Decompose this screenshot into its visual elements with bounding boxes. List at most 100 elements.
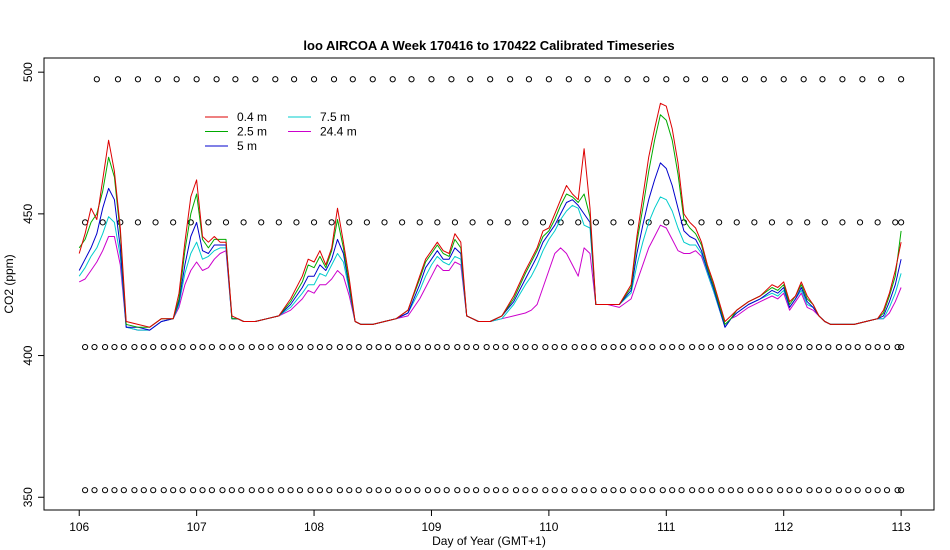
marker-point bbox=[669, 487, 676, 494]
marker-point bbox=[551, 487, 558, 494]
marker-point bbox=[179, 487, 186, 494]
marker-point bbox=[428, 76, 435, 83]
marker-point bbox=[610, 343, 617, 351]
marker-point bbox=[639, 487, 646, 494]
legend-label: 2.5 m bbox=[237, 125, 267, 139]
legend-label: 5 m bbox=[237, 139, 257, 153]
marker-point bbox=[883, 487, 891, 494]
x-tick-label: 108 bbox=[304, 520, 324, 534]
marker-point bbox=[542, 343, 549, 351]
marker-point bbox=[131, 487, 138, 494]
marker-point bbox=[502, 343, 509, 351]
marker-point bbox=[381, 219, 388, 226]
marker-point bbox=[170, 219, 177, 226]
marker-point bbox=[590, 487, 597, 494]
marker-point bbox=[369, 76, 376, 83]
marker-point bbox=[892, 219, 899, 226]
marker-point bbox=[492, 487, 500, 494]
marker-point bbox=[355, 487, 362, 494]
marker-point bbox=[804, 219, 811, 226]
marker-point bbox=[363, 219, 370, 226]
marker-point bbox=[219, 487, 226, 494]
marker-point bbox=[874, 487, 881, 494]
marker-point bbox=[539, 219, 547, 226]
marker-point bbox=[856, 219, 864, 226]
marker-point bbox=[565, 76, 572, 83]
marker-point bbox=[865, 343, 872, 351]
marker-point bbox=[187, 219, 194, 226]
marker-point bbox=[463, 487, 470, 494]
legend-label: 24.4 m bbox=[320, 125, 357, 139]
marker-point bbox=[727, 343, 734, 351]
marker-point bbox=[645, 219, 652, 226]
marker-point bbox=[512, 487, 520, 494]
marker-point bbox=[581, 487, 588, 494]
marker-rows bbox=[81, 76, 905, 494]
series-line bbox=[78, 162, 902, 331]
marker-point bbox=[561, 487, 568, 494]
marker-point bbox=[766, 343, 773, 351]
marker-point bbox=[384, 487, 392, 494]
marker-point bbox=[835, 487, 842, 494]
marker-point bbox=[854, 343, 861, 351]
plot-frame bbox=[43, 57, 935, 511]
marker-point bbox=[404, 487, 412, 494]
marker-point bbox=[716, 219, 723, 226]
marker-point bbox=[296, 487, 304, 494]
marker-point bbox=[199, 487, 206, 494]
marker-point bbox=[733, 219, 740, 226]
marker-point bbox=[600, 487, 608, 494]
marker-point bbox=[512, 343, 520, 351]
marker-point bbox=[898, 76, 905, 83]
marker-point bbox=[336, 487, 343, 494]
marker-point bbox=[561, 343, 568, 351]
marker-point bbox=[384, 343, 392, 351]
marker-point bbox=[747, 343, 754, 351]
marker-point bbox=[678, 487, 685, 494]
marker-point bbox=[150, 487, 157, 494]
marker-point bbox=[504, 219, 511, 226]
y-axis-label: CO2 (ppm) bbox=[2, 254, 16, 313]
marker-point bbox=[81, 487, 89, 494]
marker-point bbox=[839, 219, 846, 226]
marker-point bbox=[399, 219, 406, 226]
marker-point bbox=[111, 343, 118, 351]
marker-point bbox=[454, 343, 461, 351]
marker-point bbox=[443, 487, 450, 494]
marker-point bbox=[160, 343, 167, 351]
marker-point bbox=[154, 76, 161, 83]
marker-point bbox=[659, 343, 666, 351]
marker-point bbox=[483, 343, 490, 351]
marker-point bbox=[584, 76, 591, 83]
marker-point bbox=[845, 343, 852, 351]
marker-point bbox=[416, 219, 423, 226]
marker-point bbox=[213, 76, 220, 83]
marker-point bbox=[815, 487, 823, 494]
marker-point bbox=[630, 487, 637, 494]
y-axis: 350 400 450 500 bbox=[21, 62, 44, 507]
marker-point bbox=[240, 219, 247, 226]
marker-point bbox=[698, 343, 705, 351]
marker-point bbox=[624, 76, 631, 83]
marker-point bbox=[278, 487, 285, 494]
marker-point bbox=[777, 343, 784, 351]
marker-point bbox=[326, 487, 333, 494]
x-tick-label: 113 bbox=[892, 520, 911, 534]
marker-point bbox=[751, 219, 758, 226]
marker-point bbox=[878, 76, 885, 83]
marker-point bbox=[643, 76, 650, 83]
marker-point bbox=[208, 343, 216, 351]
marker-point bbox=[349, 76, 356, 83]
marker-point bbox=[575, 219, 582, 226]
marker-point bbox=[698, 219, 705, 226]
marker-point bbox=[689, 343, 696, 351]
marker-point bbox=[160, 487, 167, 494]
marker-point bbox=[472, 343, 480, 351]
chart-title: loo AIRCOA A Week 170416 to 170422 Calib… bbox=[303, 38, 674, 53]
marker-point bbox=[727, 487, 734, 494]
marker-point bbox=[786, 487, 793, 494]
marker-point bbox=[448, 76, 455, 83]
marker-point bbox=[258, 487, 265, 494]
marker-point bbox=[99, 219, 106, 226]
marker-point bbox=[786, 343, 793, 351]
